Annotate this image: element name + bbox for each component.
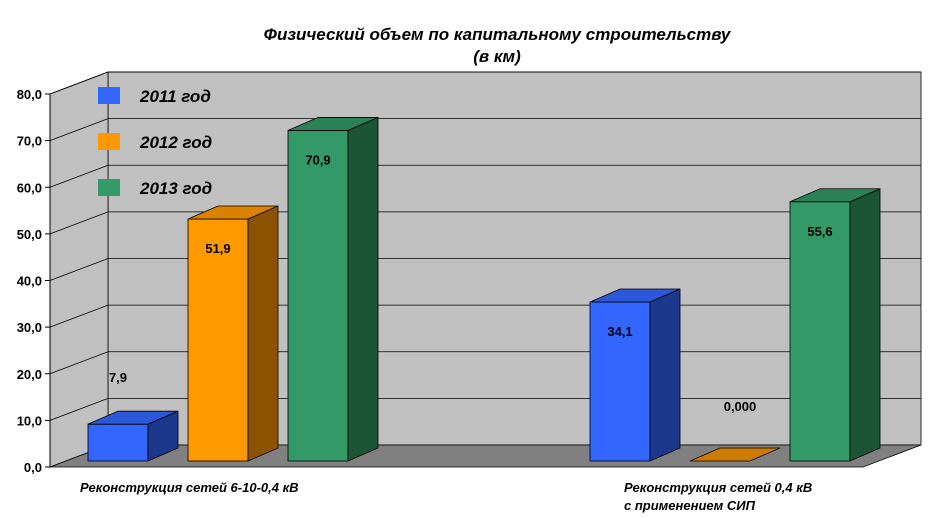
- y-tick-label: 70,0: [17, 134, 42, 149]
- data-label: 51,9: [205, 241, 230, 256]
- chart-subtitle: (в км): [473, 47, 521, 66]
- bar-zero-top: [689, 447, 781, 462]
- legend: 2011 год 2012 год 2013 год: [98, 87, 212, 198]
- y-tick-label: 80,0: [17, 87, 42, 102]
- bar-front: [589, 301, 651, 462]
- legend-swatch: [98, 179, 120, 196]
- y-tick-label: 30,0: [17, 320, 42, 335]
- legend-label: 2012 год: [139, 133, 212, 152]
- bar-front: [789, 201, 851, 462]
- bar-front: [87, 423, 149, 462]
- data-labels: 7,9 34,1 51,9 0,000 70,9 55,6: [109, 152, 833, 414]
- data-label: 0,000: [724, 399, 757, 414]
- bar-side: [247, 205, 279, 462]
- gridline: [49, 71, 921, 95]
- legend-label: 2011 год: [139, 87, 211, 106]
- x-axis-categories: Реконструкция сетей 6-10-0,4 кВ Реконстру…: [80, 480, 812, 513]
- gridline: [49, 118, 921, 141]
- category-label: Реконструкция сетей 0,4 кВ: [624, 480, 812, 495]
- bar-side: [347, 116, 379, 462]
- gridline: [49, 211, 921, 235]
- bar: [689, 447, 781, 462]
- gridline: [49, 258, 921, 281]
- bar-top: [87, 410, 179, 425]
- y-axis: 0,0 10,0 20,0 30,0 40,0 50,0 60,0 70,0 80,0: [17, 87, 51, 475]
- legend-swatch: [98, 87, 120, 104]
- legend-item: 2011 год: [98, 87, 211, 106]
- category-label: Реконструкция сетей 6-10-0,4 кВ: [80, 480, 299, 495]
- bar: [287, 116, 379, 462]
- legend-item: 2013 год: [98, 179, 212, 198]
- legend-label: 2013 год: [139, 179, 212, 198]
- data-label: 70,9: [305, 152, 330, 167]
- legend-item: 2012 год: [98, 133, 212, 152]
- bar-front: [187, 218, 249, 462]
- y-tick-label: 40,0: [17, 274, 42, 289]
- bar-side: [849, 188, 881, 462]
- data-label: 34,1: [607, 324, 632, 339]
- chart-title: Физический объем по капитальному строите…: [264, 25, 732, 44]
- bar-top: [287, 117, 379, 131]
- y-tick-label: 20,0: [17, 367, 42, 382]
- bar-top: [589, 288, 681, 303]
- data-label: 55,6: [807, 224, 832, 239]
- data-label: 7,9: [109, 370, 127, 385]
- bar-top: [789, 188, 881, 203]
- bars-group: [87, 116, 881, 462]
- gridline: [49, 164, 921, 188]
- bar-side: [649, 288, 681, 462]
- bar-top: [187, 205, 279, 220]
- legend-swatch: [98, 133, 120, 150]
- bar: [789, 188, 881, 462]
- y-tick-label: 10,0: [17, 413, 42, 428]
- y-tick-label: 60,0: [17, 180, 42, 195]
- y-tick-label: 0,0: [24, 460, 42, 475]
- y-tick-label: 50,0: [17, 227, 42, 242]
- bar: [187, 205, 279, 462]
- bar: [589, 288, 681, 462]
- bar-front: [287, 130, 349, 462]
- bar: [87, 410, 179, 462]
- category-label: с применением СИП: [624, 498, 756, 513]
